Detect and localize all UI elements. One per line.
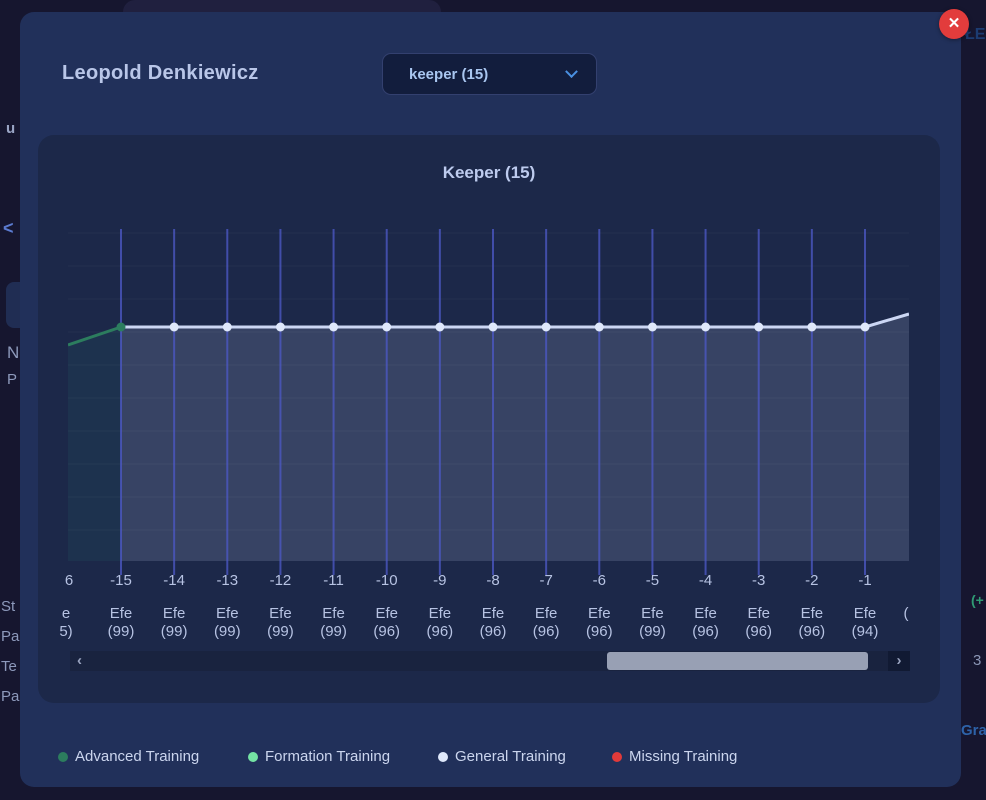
x-tick-label: -8 [486, 572, 500, 589]
chart-point[interactable] [860, 322, 870, 332]
player-label: Efe (99) [107, 605, 135, 640]
legend-item: Formation Training [248, 748, 390, 765]
player-label: Efe (96) [692, 605, 719, 640]
x-tick-label: -15 [110, 572, 132, 589]
skill-dropdown[interactable]: keeper (15) [382, 53, 597, 95]
training-chart-panel: Keeper (15) 6 -15 -14 -13 -12 -11 -10 -9 -8 -7 -6 -… [38, 135, 940, 703]
bg-fragment: ŁE [965, 26, 986, 43]
chart-point[interactable] [807, 322, 817, 332]
bg-fragment: N [7, 343, 20, 362]
chart-point[interactable] [382, 322, 392, 332]
line-segment-advanced [68, 325, 122, 347]
bg-fragment: Pa [1, 688, 20, 705]
legend-label: General Training [455, 748, 566, 765]
player-label: Efe (99) [160, 605, 188, 640]
training-legend: Advanced Training Formation Training Gen… [20, 748, 961, 770]
player-training-modal: Leopold Denkiewicz keeper (15) Keeper (1… [20, 12, 961, 787]
x-axis-tick-row: 6 -15 -14 -13 -12 -11 -10 -9 -8 -7 -6 -5 -4 -3 -2 -1 [38, 572, 940, 594]
scrollbar-thumb[interactable] [606, 652, 869, 670]
x-tick-label: -3 [752, 572, 766, 589]
player-label: Efe (96) [373, 605, 401, 640]
area-fill-general [121, 314, 909, 561]
chart-point[interactable] [116, 322, 126, 332]
legend-dot-icon [58, 751, 68, 762]
bg-fragment: P [7, 371, 18, 388]
chevron-down-icon [565, 64, 578, 78]
chart-point[interactable] [222, 322, 232, 332]
x-tick-label: -4 [698, 572, 713, 589]
x-tick-label: -6 [592, 572, 606, 589]
line-segment-general [121, 312, 909, 329]
scroll-right-button[interactable]: › [888, 651, 910, 671]
bg-chevron-left-icon: < [3, 218, 14, 238]
x-axis-player-row: e 5) Efe (99) Efe (99) Efe (99) Efe (99) Efe (99) Ef… [38, 605, 940, 645]
bg-fragment: 3 [973, 652, 982, 669]
close-button[interactable]: ✕ [939, 9, 969, 39]
legend-item: Missing Training [612, 748, 737, 765]
chart-scrollbar[interactable]: ‹ › [70, 651, 910, 671]
x-tick-label: -13 [216, 572, 239, 589]
player-label: ( [903, 605, 909, 622]
bg-fragment: Gra [961, 722, 986, 739]
x-tick-label: -7 [539, 572, 553, 589]
x-tick-label: -14 [163, 572, 185, 589]
legend-dot-icon [438, 751, 448, 762]
player-label: Efe (94) [851, 605, 879, 640]
close-icon: ✕ [947, 15, 961, 32]
legend-label: Formation Training [265, 748, 391, 765]
player-label: Efe (99) [639, 605, 666, 640]
legend-dot-icon [612, 751, 622, 762]
x-tick-label: -9 [433, 572, 447, 589]
bg-fragment: Pa [1, 628, 20, 645]
x-tick-label: -11 [323, 572, 344, 589]
player-label: e 5) [59, 605, 73, 640]
player-label: Efe (96) [745, 605, 773, 640]
page-title: Leopold Denkiewicz [62, 62, 259, 84]
legend-dot-icon [248, 751, 258, 762]
x-tick-label: -5 [645, 572, 660, 589]
scrollbar-track[interactable] [89, 651, 888, 671]
chart-point[interactable] [701, 322, 711, 332]
plot-area[interactable] [68, 229, 909, 575]
player-label: Efe (96) [479, 605, 507, 640]
legend-item: Advanced Training [58, 748, 199, 765]
bg-fragment: (+ [971, 592, 984, 608]
chart-point[interactable] [594, 322, 604, 332]
legend-label: Missing Training [629, 748, 738, 765]
chart-point[interactable] [647, 322, 657, 332]
skill-dropdown-value: keeper (15) [409, 65, 489, 83]
player-label: Efe (99) [213, 605, 241, 640]
legend-label: Advanced Training [75, 748, 200, 765]
x-tick-label: -12 [269, 572, 292, 589]
player-label: Efe (99) [267, 605, 294, 640]
chart-point[interactable] [275, 322, 285, 332]
x-tick-label: -10 [375, 572, 398, 589]
chart-point[interactable] [541, 322, 551, 332]
player-label: Efe (96) [798, 605, 826, 640]
player-label: Efe (96) [426, 605, 454, 640]
chart-title: Keeper (15) [442, 163, 536, 182]
chart-point[interactable] [754, 322, 764, 332]
player-label: Efe (99) [320, 605, 347, 640]
x-tick-label: 6 [64, 572, 74, 589]
chart-point[interactable] [329, 322, 339, 332]
chart-point[interactable] [488, 322, 498, 332]
player-label: Efe (96) [585, 605, 613, 640]
scroll-left-button[interactable]: ‹ [77, 652, 82, 669]
legend-item: General Training [438, 748, 566, 765]
bg-fragment: St [1, 598, 16, 615]
bg-tab-shape [123, 0, 441, 14]
chart-point[interactable] [169, 322, 179, 332]
x-tick-label: -2 [805, 572, 819, 589]
chart-point[interactable] [435, 322, 445, 332]
bg-fragment: u [6, 120, 16, 137]
area-fill-advanced [68, 327, 121, 561]
bg-fragment: Te [1, 658, 17, 675]
x-tick-label: -1 [858, 572, 872, 589]
player-label: Efe (96) [532, 605, 560, 640]
